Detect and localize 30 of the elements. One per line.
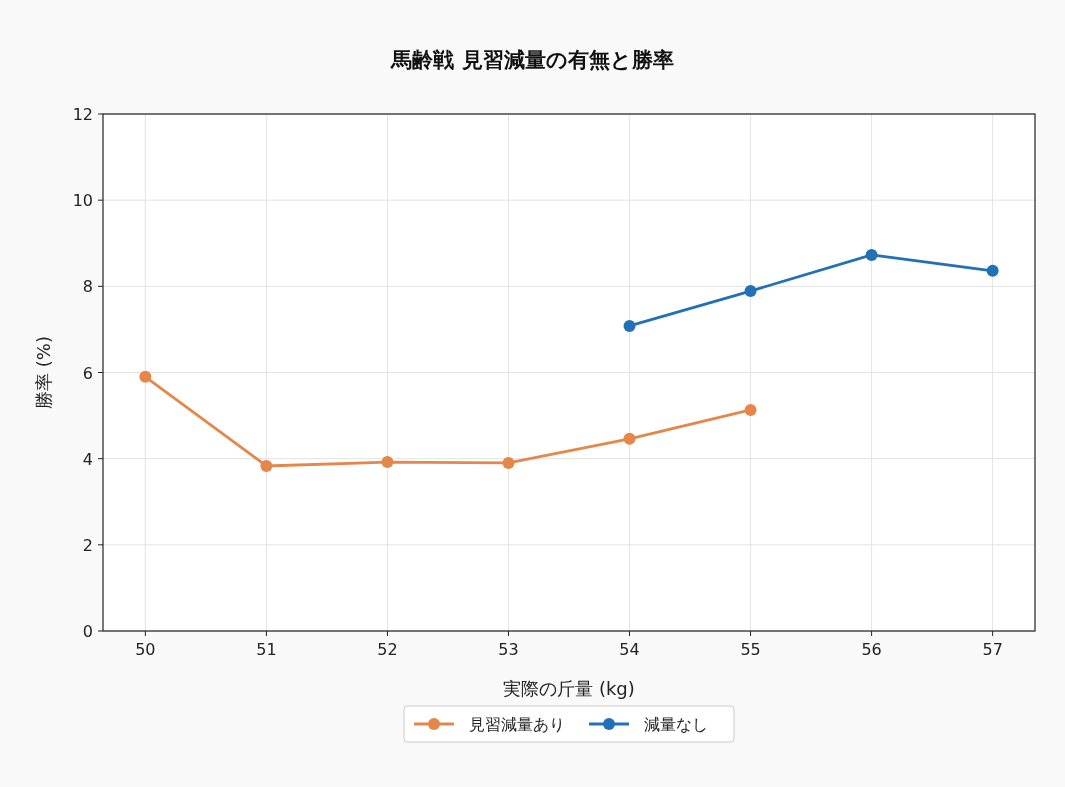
x-tick-label: 50 [135, 640, 156, 659]
point [865, 248, 878, 261]
x-tick-label: 54 [619, 640, 640, 659]
x-tick-label: 52 [377, 640, 398, 659]
y-axis-title: 勝率 (%) [33, 336, 54, 409]
y-tick-label: 10 [72, 191, 93, 211]
y-tick-label: 0 [82, 622, 93, 641]
y-tick-label: 8 [82, 277, 93, 297]
x-axis-title: 実際の斤量 (kg) [503, 678, 635, 699]
x-tick-label: 57 [982, 640, 1003, 659]
y-tick-label: 2 [82, 535, 93, 555]
y-tick-label: 4 [82, 449, 93, 469]
legend-label: 見習減量あり [469, 715, 565, 734]
legend-label: 減量なし [644, 715, 708, 734]
point [986, 264, 999, 277]
point [381, 456, 394, 469]
point [502, 456, 515, 469]
y-tick-label: 6 [82, 363, 93, 383]
point [744, 403, 757, 416]
x-tick-label: 56 [861, 640, 882, 659]
y-tick-label: 12 [72, 105, 93, 124]
x-tick-label: 55 [740, 640, 761, 659]
point [744, 285, 757, 298]
point [260, 459, 273, 472]
point [623, 432, 636, 445]
x-tick-label: 53 [498, 640, 519, 659]
x-tick-label: 51 [256, 640, 277, 659]
point [139, 370, 152, 383]
point [623, 319, 636, 332]
chart-title: 馬齢戦 見習減量の有無と勝率 [390, 48, 674, 72]
